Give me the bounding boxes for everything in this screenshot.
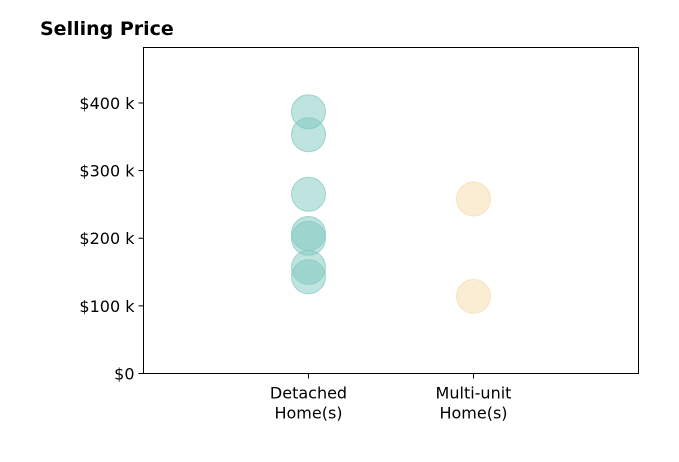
plot-area-frame <box>143 47 639 374</box>
data-point <box>456 278 491 314</box>
x-tick-label: Detached <box>270 384 347 403</box>
y-tick-label: $400 k <box>79 94 135 113</box>
x-tick-label: Multi-unit <box>436 384 512 403</box>
y-tick-label: $200 k <box>79 229 135 248</box>
x-tick-label: Home(s) <box>274 404 342 423</box>
y-tick-label: $0 <box>114 365 134 384</box>
data-point <box>291 176 326 212</box>
x-tick-label: Home(s) <box>439 404 507 423</box>
data-point <box>291 117 326 153</box>
data-point <box>291 259 326 295</box>
y-axis: $0 $100 k $200 k $300 k $400 k <box>79 94 144 384</box>
y-tick-label: $300 k <box>79 162 135 181</box>
data-points <box>291 94 491 314</box>
chart-title: Selling Price <box>40 18 174 40</box>
data-point <box>456 181 491 217</box>
y-tick-label: $100 k <box>79 297 135 316</box>
